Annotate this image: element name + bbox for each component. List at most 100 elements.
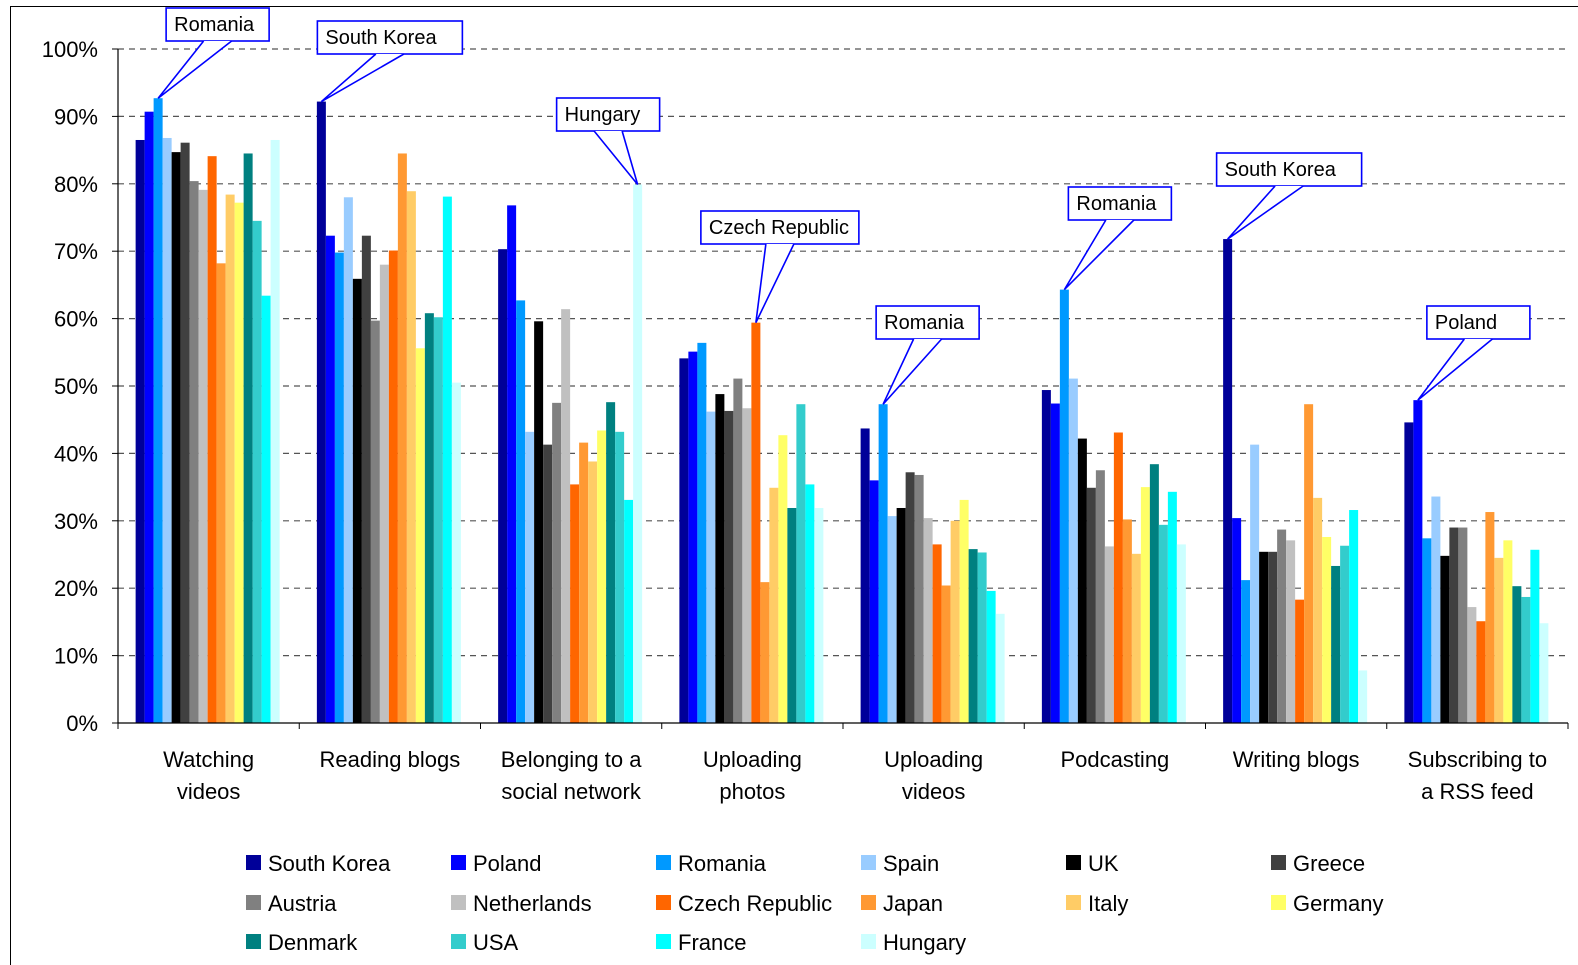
legend-entry: Romania (656, 851, 767, 876)
legend-label: USA (473, 930, 519, 955)
bar (814, 507, 824, 723)
callout-label: Romania (1076, 193, 1157, 215)
bar (270, 139, 280, 724)
bar (1322, 536, 1332, 723)
bar (153, 98, 163, 723)
legend-entry: Japan (861, 891, 943, 916)
legend-entry: France (656, 930, 746, 955)
legend-swatch (861, 934, 876, 949)
legend-label: Italy (1088, 891, 1128, 916)
legend-entry: Greece (1271, 851, 1365, 876)
callout: Romania (157, 7, 270, 99)
y-tick-label: 100% (42, 37, 98, 62)
bar (216, 263, 226, 723)
bar (787, 507, 797, 723)
callout: Czech Republic (700, 210, 860, 323)
bar (606, 402, 616, 723)
axes (117, 49, 1569, 729)
bar (1167, 491, 1177, 723)
category-label: Watching videos (163, 747, 254, 804)
legend-swatch (1066, 855, 1081, 870)
legend-swatch (246, 895, 261, 910)
legend-swatch (656, 895, 671, 910)
bar (778, 435, 788, 723)
bar (1349, 510, 1359, 723)
bar (887, 516, 897, 723)
bar (1467, 607, 1477, 723)
bar (1539, 623, 1549, 723)
category-label: Uploading videos (884, 747, 983, 804)
legend-swatch (246, 934, 261, 949)
category-label: Podcasting (1060, 747, 1169, 772)
bar (1358, 670, 1368, 723)
bar (805, 484, 815, 723)
legend-entry: Poland (451, 851, 542, 876)
bar (679, 358, 689, 723)
bar (1449, 527, 1459, 723)
bar (525, 431, 535, 723)
bar (1277, 529, 1287, 723)
bar (1113, 432, 1123, 723)
bar (751, 322, 761, 723)
legend-swatch (656, 934, 671, 949)
legend-label: Japan (883, 891, 943, 916)
legend-swatch (246, 855, 261, 870)
bar (869, 480, 879, 723)
bar (977, 552, 987, 723)
bar (878, 404, 888, 723)
bar (1086, 487, 1096, 723)
bar (1095, 470, 1105, 723)
bar (370, 320, 380, 723)
bar (207, 156, 217, 723)
legend-label: Romania (678, 851, 767, 876)
bar (950, 520, 960, 723)
bar (516, 300, 526, 723)
callout-label: Romania (174, 14, 255, 36)
legend-label: France (678, 930, 746, 955)
callout-label: Hungary (565, 104, 641, 126)
legend-swatch (1066, 895, 1081, 910)
legend-label: Spain (883, 851, 939, 876)
bar (433, 317, 443, 723)
bar (697, 342, 707, 723)
bar (597, 430, 607, 723)
category-label: Reading blogs (320, 747, 461, 772)
legend-entry: Italy (1066, 891, 1128, 916)
legend-swatch (861, 895, 876, 910)
bar (932, 544, 942, 723)
bar (424, 313, 434, 723)
bars (135, 98, 1549, 724)
bar (1241, 580, 1251, 723)
legend-swatch (861, 855, 876, 870)
legend-label: Hungary (883, 930, 966, 955)
bar (316, 101, 326, 723)
bar (570, 484, 580, 723)
bar (624, 499, 634, 723)
callout-label: South Korea (1225, 159, 1337, 181)
callout: Romania (1063, 186, 1173, 291)
bar (1041, 390, 1051, 723)
legend-entry: Hungary (861, 930, 966, 955)
callout-label: South Korea (325, 27, 437, 49)
bar (986, 590, 996, 723)
legend-entry: UK (1066, 851, 1119, 876)
bar (343, 197, 353, 723)
bar (1485, 512, 1495, 723)
bar (1413, 400, 1423, 723)
y-tick-label: 80% (54, 172, 98, 197)
bar (860, 428, 870, 723)
bar (507, 205, 517, 724)
legend-entry: USA (451, 930, 519, 955)
bar (1313, 497, 1323, 723)
bar (1158, 524, 1168, 723)
y-tick-label: 30% (54, 509, 98, 534)
bar (1340, 545, 1350, 723)
callouts: Romania South Korea Hungary Czech Republic R… (157, 7, 1531, 405)
y-tick-label: 70% (54, 239, 98, 264)
y-tick-label: 10% (54, 644, 98, 669)
bar (1068, 378, 1078, 723)
legend-entry: Netherlands (451, 891, 592, 916)
y-tick-label: 40% (54, 441, 98, 466)
bar (1223, 239, 1233, 723)
legend-label: Greece (1293, 851, 1365, 876)
